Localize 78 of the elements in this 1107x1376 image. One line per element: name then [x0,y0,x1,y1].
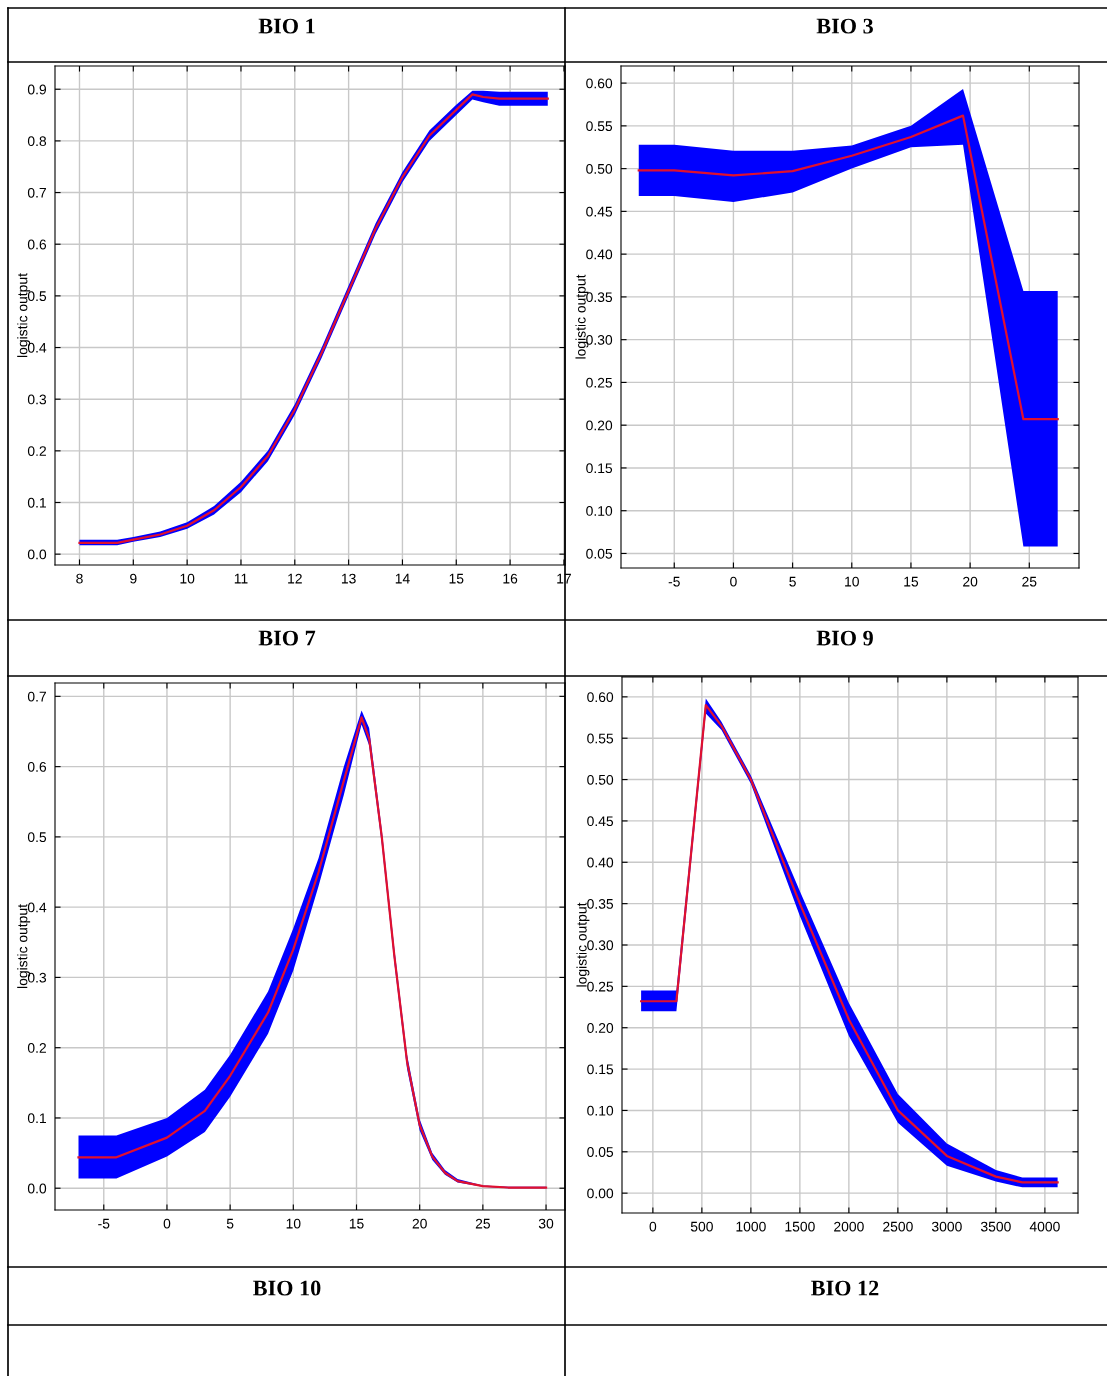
y-tick-label: 0.0 [27,549,47,560]
y-tick-label: 0.3 [27,972,47,983]
y-tick-label: 0.2 [27,446,46,457]
y-tick-label: 0.6 [27,239,47,250]
x-tick-label: 8 [76,573,83,584]
line-series [637,114,1059,421]
y-tick-label: 0.1 [27,497,46,508]
y-tick-label: 0.15 [586,463,613,474]
y-tick-label: 0.9 [27,84,47,95]
y-tick-label: 0.7 [27,691,46,702]
y-tick-label: 0.45 [586,206,613,217]
y-tick-label: 0.20 [586,420,613,431]
y-tick-label: 0.40 [586,249,613,260]
y-tick-label: 0.3 [27,394,47,405]
x-tick-label: 2000 [834,1221,864,1232]
y-tick-label: 0.10 [587,1105,614,1116]
x-tick-label: 3000 [931,1221,962,1232]
y-tick-label: 0.55 [586,121,613,132]
y-tick-label: 0.5 [27,291,47,302]
x-tick-label: 11 [234,573,248,584]
x-tick-label: 2500 [883,1221,913,1232]
x-tick-label: 0 [163,1218,171,1229]
y-tick-label: 0.4 [27,902,47,913]
y-tick-label: 0.4 [27,342,47,353]
y-tick-label: 0.50 [586,163,613,174]
x-tick-label: 1500 [785,1221,815,1232]
x-tick-label: 0 [649,1221,657,1232]
x-tick-label: 4000 [1029,1221,1060,1232]
text: BIO 7 [258,630,316,646]
text: BIO 12 [811,1280,879,1296]
y-tick-label: 0.2 [27,1043,46,1053]
y-tick-label: 0.6 [27,761,47,772]
x-tick-label: 13 [341,573,356,584]
x-tick-label: 15 [449,573,464,584]
x-tick-label: 10 [845,576,859,587]
y-tick-label: 0.1 [27,1113,46,1124]
x-tick-label: 10 [180,573,195,584]
y-tick-label: 0.10 [586,506,613,516]
y-tick-label: 0.55 [587,733,614,744]
x-tick-label: 10 [286,1218,301,1229]
y-tick-label: 0.20 [587,1023,614,1033]
y-tick-label: 0.05 [587,1147,614,1157]
text: BIO 1 [258,18,315,34]
y-tick-label: 0.15 [587,1064,614,1075]
y-tick-label: 0.45 [587,816,614,827]
y-tick-label: 0.60 [586,78,613,89]
y-tick-label: 0.40 [587,857,614,868]
x-tick-label: 25 [475,1218,491,1229]
x-tick-label: 5 [789,576,796,587]
x-tick-label: 0 [730,576,737,587]
x-tick-label: 1000 [736,1221,766,1232]
x-tick-label: -5 [668,576,680,587]
y-tick-label: 0.60 [587,692,614,703]
x-tick-label: 15 [904,576,919,587]
x-tick-label: 20 [412,1218,427,1229]
text: BIO 9 [816,630,873,646]
text: BIO 10 [253,1280,321,1296]
y-tick-label: 0.50 [587,774,614,785]
x-tick-label: 14 [395,573,410,584]
x-tick-label: 16 [503,573,518,584]
text: BIO 3 [816,18,873,34]
x-tick-label: 15 [349,1218,364,1229]
x-tick-label: -5 [98,1218,110,1229]
x-tick-label: 12 [288,573,302,584]
y-tick-label: 0.0 [27,1183,47,1194]
x-tick-label: 5 [226,1218,234,1229]
y-tick-label: 0.5 [27,832,47,843]
y-tick-label: 0.7 [27,187,46,198]
y-tick-label: 0.25 [586,377,613,388]
x-tick-label: 30 [538,1218,554,1229]
x-tick-label: 9 [130,573,137,584]
y-tick-label: 0.00 [587,1188,614,1199]
x-tick-label: 500 [690,1221,713,1232]
y-tick-label: 0.05 [586,548,613,559]
x-tick-label: 25 [1022,576,1037,587]
y-tick-label: 0.8 [27,136,47,147]
x-tick-label: 3500 [980,1221,1011,1232]
x-tick-label: 20 [963,576,978,587]
